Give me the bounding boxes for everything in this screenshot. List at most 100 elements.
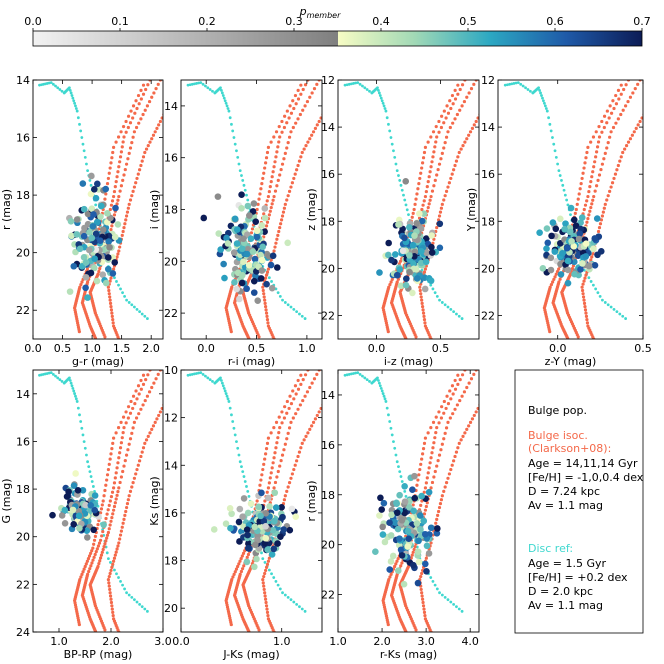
bulge-isochrone-point: [265, 562, 270, 566]
bulge-isochrone-point: [105, 512, 109, 516]
member-star: [539, 265, 547, 272]
member-star: [582, 240, 590, 247]
bulge-isochrone-point: [111, 512, 115, 516]
bulge-isochrone-point: [582, 207, 586, 212]
disc-isochrone-point: [89, 183, 93, 187]
bulge-isochrone-point: [124, 218, 128, 222]
bulge-isochrone-point: [273, 480, 278, 485]
bulge-isochrone-point: [617, 97, 621, 101]
disc-isochrone-point: [388, 129, 392, 133]
bulge-isochrone-point: [108, 207, 112, 212]
bulge-isochrone-point: [267, 189, 271, 194]
member-star: [396, 535, 403, 542]
bulge-isochrone-point: [278, 464, 282, 468]
bulge-isochrone-point: [109, 161, 113, 165]
bulge-isochrone-point: [426, 431, 430, 435]
bulge-isochrone-point: [460, 83, 465, 87]
bulge-isochrone-point: [467, 133, 471, 137]
bulge-isochrone-point: [418, 176, 422, 181]
disc-isochrone-point: [551, 136, 554, 139]
bulge-isochrone-point: [386, 622, 390, 627]
member-star: [264, 494, 272, 502]
bulge-isochrone-point: [619, 112, 623, 117]
member-star: [388, 256, 395, 264]
bulge-isochrone-point: [419, 574, 423, 579]
disc-isochrone-point: [377, 91, 381, 95]
bulge-isochrone-point: [420, 457, 424, 461]
x-tick-label: 1.0: [83, 342, 101, 355]
disc-isochrone-point: [242, 183, 246, 187]
member-star: [80, 253, 88, 261]
disc-isochrone-point: [506, 83, 509, 87]
bulge-isochrone-point: [108, 295, 112, 299]
bulge-isochrone-point: [449, 106, 453, 111]
member-star: [220, 260, 227, 268]
bulge-isochrone-point: [416, 478, 420, 482]
bulge-isochrone-point: [139, 88, 143, 92]
bulge-isochrone-point: [136, 93, 141, 98]
bulge-isochrone-point: [584, 314, 589, 318]
member-star: [405, 535, 413, 542]
bulge-isochrone-point: [315, 372, 319, 376]
y-tick-label: 18: [16, 483, 30, 496]
y-tick-label: 20: [164, 602, 178, 615]
bulge-isochrone-point: [94, 550, 98, 554]
bulge-isochrone-point: [271, 170, 275, 174]
bulge-isochrone-point: [131, 406, 135, 411]
bulge-isochrone-point: [462, 390, 467, 394]
bulge-isochrone-point: [232, 572, 236, 576]
bulge-isochrone-point: [269, 180, 273, 184]
bulge-isochrone-point: [263, 594, 267, 598]
disc-isochrone-point: [261, 557, 265, 561]
bulge-isochrone-point: [443, 485, 447, 489]
disc-isochrone-point: [82, 440, 86, 444]
disc-isochrone-point: [190, 82, 194, 86]
y-tick-label: 22: [16, 304, 30, 317]
member-star: [235, 518, 243, 526]
member-star: [577, 266, 584, 273]
bulge-isochrone-point: [111, 562, 115, 566]
bulge-isochrone-point: [158, 410, 162, 414]
bulge-isochrone-point: [424, 189, 428, 194]
bulge-isochrone-point: [112, 189, 117, 194]
member-star: [238, 245, 246, 253]
y-tick-label: 18: [321, 489, 335, 502]
member-star: [590, 245, 597, 253]
bulge-isochrone-point: [87, 554, 92, 558]
bulge-isochrone-point: [435, 135, 439, 139]
bulge-isochrone-point: [282, 416, 286, 420]
bulge-isochrone-point: [313, 417, 318, 421]
disc-isochrone-point: [211, 89, 214, 93]
bulge-isochrone-point: [425, 501, 429, 505]
member-star: [406, 252, 413, 259]
bulge-isochrone-point: [609, 130, 613, 134]
disc-isochrone-point: [400, 188, 404, 192]
disc-isochrone-point: [109, 561, 112, 564]
member-star: [257, 251, 264, 259]
bulge-isochrone-point: [283, 151, 287, 155]
bulge-isochrone-point: [262, 171, 266, 175]
bulge-isochrone-point: [275, 237, 279, 241]
bulge-isochrone-point: [418, 467, 422, 472]
disc-isochrone-point: [404, 494, 408, 498]
bulge-isochrone-point: [265, 314, 269, 318]
disc-isochrone-point: [443, 595, 447, 599]
member-star: [385, 251, 392, 259]
bulge-isochrone-point: [621, 150, 625, 155]
bulge-isochrone-point: [584, 156, 588, 160]
bulge-isochrone-point: [148, 431, 152, 435]
bulge-isochrone-point: [109, 308, 114, 312]
member-star: [91, 492, 99, 499]
bulge-isochrone-point: [310, 133, 314, 137]
member-star: [421, 530, 429, 538]
disc-isochrone-point: [71, 386, 75, 390]
bulge-isochrone-point: [154, 87, 158, 91]
member-star: [73, 231, 81, 238]
member-star: [288, 505, 296, 513]
bulge-isochrone-point: [108, 301, 113, 305]
bulge-isochrone-point: [246, 552, 251, 557]
bulge-isochrone-point: [435, 517, 439, 521]
member-star: [223, 234, 230, 242]
disc-isochrone-point: [225, 394, 229, 398]
disc-isochrone-point: [399, 183, 403, 187]
